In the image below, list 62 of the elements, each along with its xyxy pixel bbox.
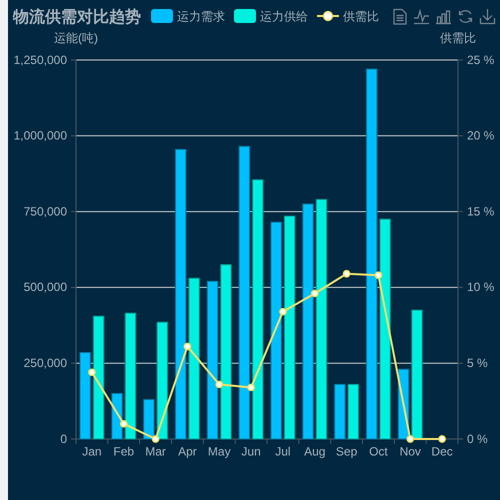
bar: [206, 280, 218, 440]
point: [342, 270, 350, 278]
point: [88, 368, 96, 376]
x-tick-label: Apr: [178, 444, 197, 459]
x-tick-label: Oct: [369, 444, 388, 459]
bar: [316, 198, 328, 440]
bar: [252, 179, 264, 440]
bar: [411, 310, 423, 440]
x-tick-label: Jul: [275, 444, 291, 459]
bar: [284, 216, 296, 440]
y2-tick-label: 0 %: [467, 432, 488, 446]
point: [406, 435, 414, 443]
bar: [220, 264, 232, 440]
bar: [80, 352, 91, 440]
bar: [302, 204, 314, 440]
y-tick-label: 1,250,000: [14, 52, 68, 67]
bar: [92, 316, 104, 440]
x-tick-label: Sep: [336, 444, 358, 459]
point: [310, 290, 319, 298]
x-tick-label: Jun: [241, 444, 261, 459]
y-tick-label: 250,000: [24, 356, 68, 370]
chart-title: 物流供需对比趋势: [12, 7, 141, 26]
y2-tick-label: 20 %: [467, 128, 495, 143]
legend-label: 运力需求: [177, 10, 225, 24]
bar: [156, 322, 168, 440]
x-tick-label: Mar: [145, 444, 166, 459]
bar: [366, 68, 378, 440]
point: [184, 342, 192, 350]
point: [247, 384, 255, 392]
legend-label: 运力供给: [260, 10, 308, 24]
point: [215, 380, 224, 388]
bar: [124, 312, 136, 440]
point: [374, 271, 382, 280]
x-tick-label: Aug: [304, 444, 326, 459]
bar: [238, 146, 250, 440]
bar: [379, 218, 391, 440]
y2-tick-label: 15 %: [467, 204, 495, 218]
x-tick-label: Dec: [431, 444, 453, 459]
bar: [175, 148, 186, 440]
y2-axis-title: 供需比: [440, 31, 476, 45]
point: [438, 435, 446, 443]
y2-tick-label: 10 %: [467, 280, 495, 294]
y-tick-label: 500,000: [24, 280, 68, 294]
y2-tick-label: 25 %: [467, 52, 495, 67]
y2-tick-label: 5 %: [467, 356, 488, 370]
bar: [348, 384, 359, 440]
point: [279, 308, 287, 316]
point: [120, 420, 128, 428]
y-axis-title: 运能(吨): [54, 31, 98, 45]
legend-label: 供需比: [343, 10, 379, 24]
y-tick-label: 1,000,000: [14, 128, 68, 143]
point: [152, 435, 160, 443]
bar: [188, 278, 200, 440]
x-tick-label: May: [208, 444, 231, 459]
y-tick-label: 750,000: [24, 204, 68, 218]
bar: [143, 399, 155, 440]
x-tick-label: Jan: [82, 444, 102, 459]
bar: [270, 222, 282, 440]
y-tick-label: 0: [60, 432, 68, 446]
bar: [334, 384, 346, 440]
x-tick-label: Feb: [113, 444, 134, 459]
x-tick-label: Nov: [400, 444, 421, 459]
